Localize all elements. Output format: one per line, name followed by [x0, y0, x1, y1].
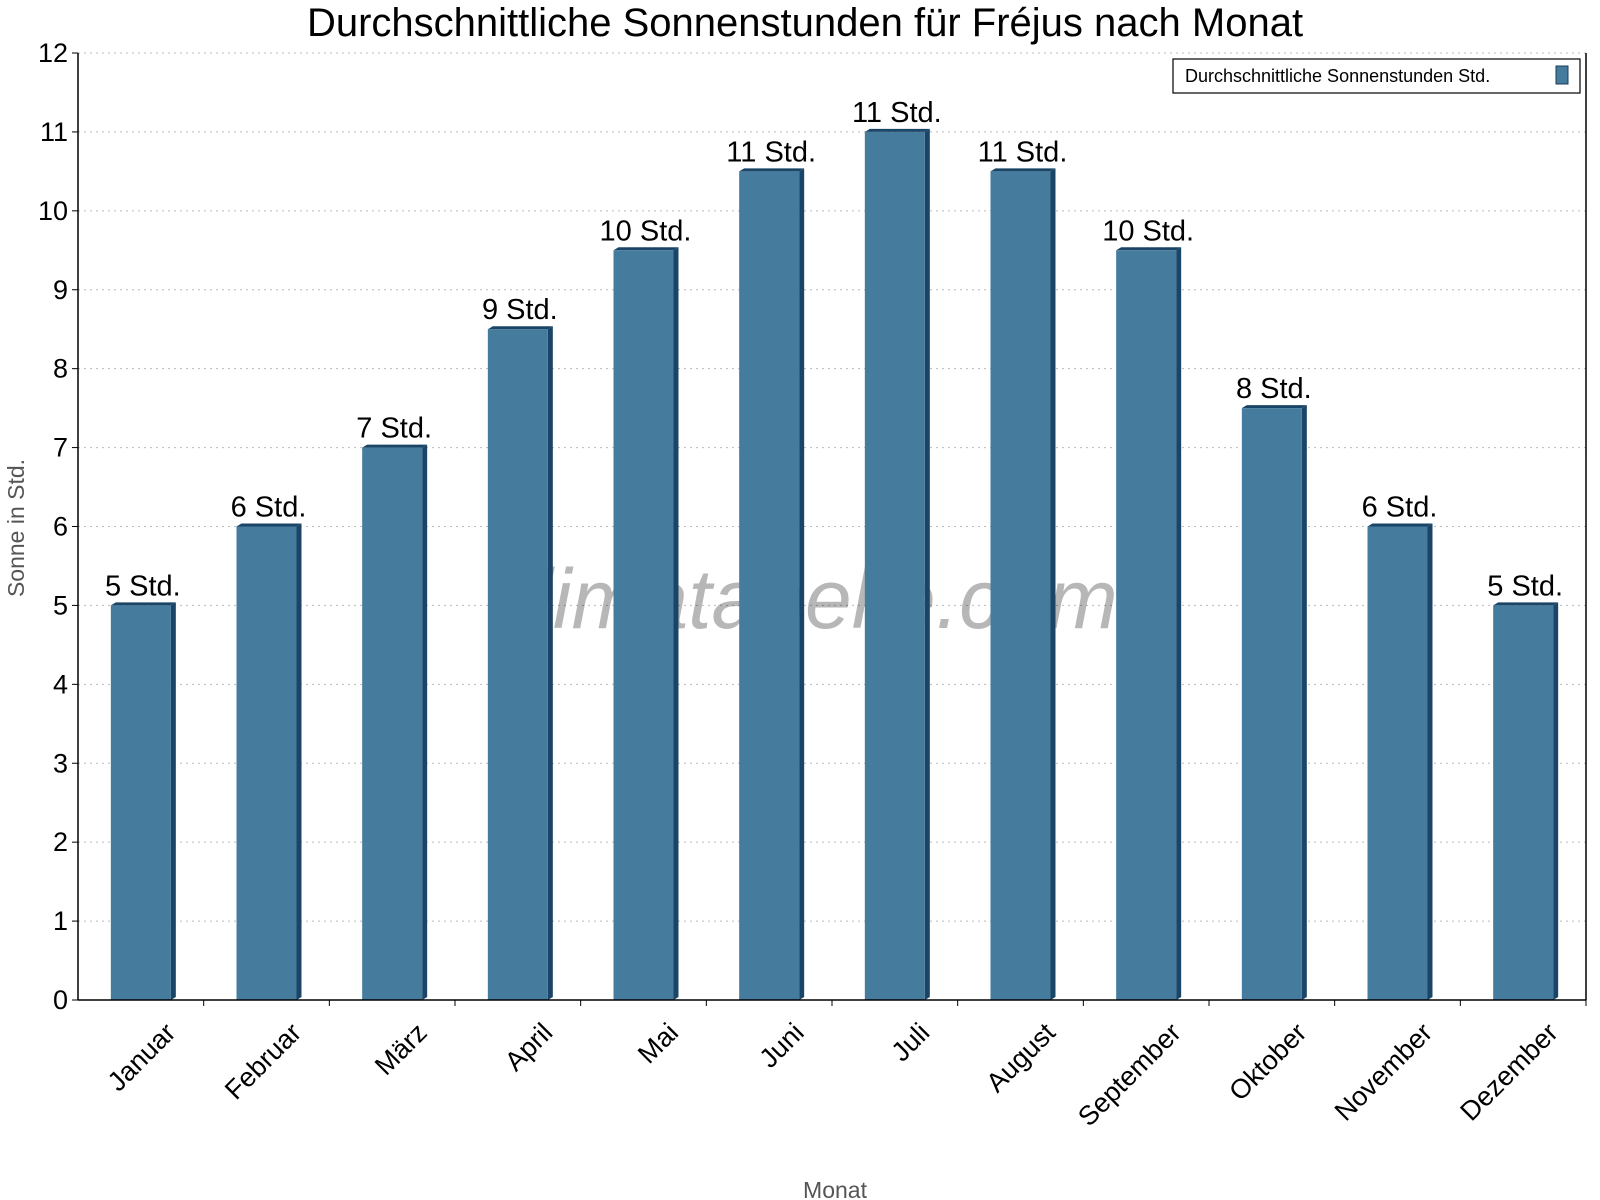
bar	[1493, 605, 1554, 1000]
y-tick-label: 8	[53, 354, 68, 384]
bar-side	[924, 128, 930, 1000]
y-tick-label: 3	[53, 748, 68, 778]
y-tick-label: 9	[53, 275, 68, 305]
bar-top	[487, 326, 553, 330]
x-tick-label: August	[980, 1017, 1061, 1098]
bar-top	[362, 444, 428, 448]
data-label: 11 Std.	[978, 136, 1068, 168]
data-label: 5 Std.	[1487, 570, 1563, 602]
x-tick-label: Juli	[886, 1017, 936, 1067]
bar	[1116, 250, 1177, 1000]
bar	[236, 526, 297, 1000]
x-tick-label: Oktober	[1223, 1017, 1312, 1106]
data-label: 5 Std.	[105, 570, 181, 602]
x-tick-label: April	[499, 1017, 558, 1076]
data-label: 10 Std.	[600, 215, 692, 247]
bar-top	[1241, 405, 1307, 409]
bar-top	[990, 168, 1056, 172]
bar	[487, 329, 548, 1000]
data-label: 8 Std.	[1236, 373, 1312, 405]
x-tick-label: September	[1072, 1017, 1187, 1132]
legend-label: Durchschnittliche Sonnenstunden Std.	[1185, 66, 1490, 86]
x-axis-label: Monat	[803, 1177, 868, 1200]
x-tick-label: März	[369, 1017, 433, 1081]
x-tick-label: Dezember	[1454, 1017, 1563, 1126]
bar-top	[1493, 602, 1559, 606]
chart-title: Durchschnittliche Sonnenstunden für Fréj…	[307, 1, 1303, 45]
y-tick-label: 10	[38, 196, 68, 226]
data-label: 7 Std.	[356, 413, 432, 445]
y-tick-label: 2	[53, 827, 68, 857]
bar-side	[170, 602, 176, 1000]
bar-side	[799, 168, 805, 1000]
y-tick-label: 11	[40, 117, 68, 147]
bar-top	[1367, 523, 1433, 527]
bar	[110, 605, 171, 1000]
x-tick-label: November	[1329, 1017, 1438, 1126]
bar-top	[1116, 247, 1182, 251]
data-label: 6 Std.	[1362, 492, 1438, 524]
bar	[1367, 526, 1428, 1000]
legend-swatch	[1555, 65, 1569, 85]
bar	[613, 250, 674, 1000]
bar	[362, 447, 423, 1000]
legend: Durchschnittliche Sonnenstunden Std.	[1172, 58, 1581, 94]
y-tick-label: 6	[53, 512, 68, 542]
bar-top	[864, 128, 930, 132]
bar-side	[296, 523, 302, 1000]
bar-side	[547, 326, 553, 1000]
bar-side	[1301, 405, 1307, 1000]
bar-top	[739, 168, 805, 172]
data-label: 11 Std.	[852, 97, 942, 129]
bar-top	[236, 523, 302, 527]
data-label: 10 Std.	[1102, 215, 1194, 247]
x-tick-label: Mai	[632, 1017, 684, 1069]
bar-side	[1050, 168, 1056, 1000]
y-tick-label: 0	[53, 985, 68, 1015]
bar	[1241, 408, 1302, 1000]
bar	[864, 131, 925, 1000]
bar-side	[673, 247, 679, 1000]
bar-side	[1176, 247, 1182, 1000]
bar	[990, 171, 1051, 1000]
bar-side	[422, 444, 428, 1000]
x-tick-label: Januar	[102, 1017, 182, 1097]
y-tick-label: 5	[53, 590, 68, 620]
x-tick-label: Juni	[753, 1017, 809, 1073]
legend-box	[1172, 58, 1581, 94]
y-tick-label: 1	[53, 906, 68, 936]
x-tick-label: Februar	[219, 1017, 307, 1105]
bar-side	[1553, 602, 1559, 1000]
bar	[739, 171, 800, 1000]
bar-top	[613, 247, 679, 251]
data-label: 6 Std.	[231, 492, 307, 524]
data-label: 9 Std.	[482, 294, 558, 326]
y-tick-label: 7	[53, 433, 68, 463]
y-tick-label: 12	[38, 38, 68, 68]
bar-top	[110, 602, 176, 606]
y-axis-label: Sonne in Std.	[3, 459, 29, 597]
bar-side	[1427, 523, 1433, 1000]
y-tick-label: 4	[53, 669, 68, 699]
data-label: 11 Std.	[726, 136, 816, 168]
